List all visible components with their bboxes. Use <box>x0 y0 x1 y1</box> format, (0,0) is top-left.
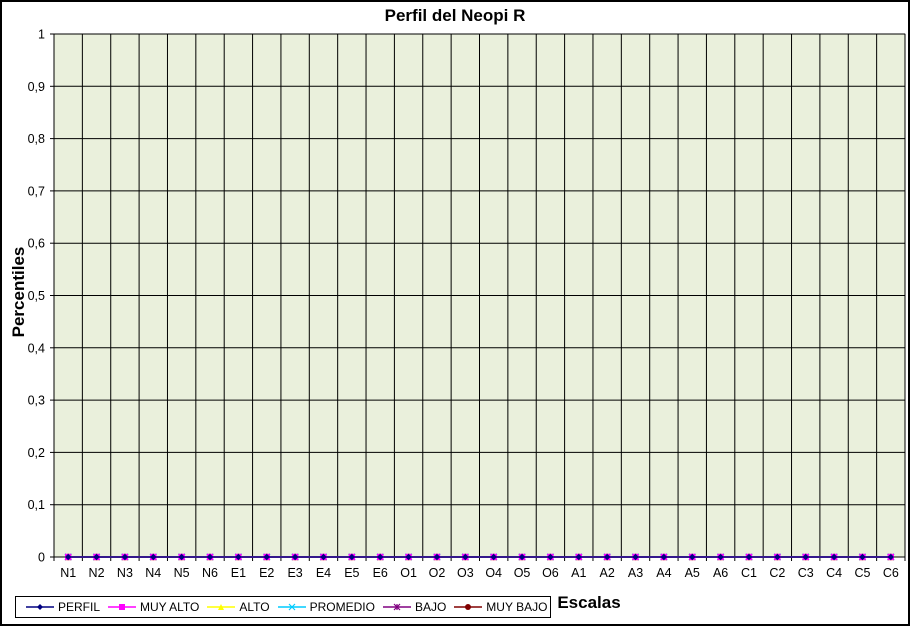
x-tick-label: C4 <box>826 566 842 580</box>
legend-item: PERFIL <box>26 600 100 614</box>
x-tick-label: A3 <box>628 566 643 580</box>
data-point <box>405 553 412 561</box>
data-point <box>887 553 895 561</box>
y-tick-label: 0 <box>38 551 45 565</box>
data-point <box>830 553 838 561</box>
x-tick-label: C2 <box>769 566 785 580</box>
x-tick-label: E3 <box>287 566 302 580</box>
x-tick-label: O1 <box>400 566 417 580</box>
x-tick-label: A1 <box>571 566 586 580</box>
legend-label: PERFIL <box>58 600 101 614</box>
data-point <box>575 553 582 561</box>
y-tick-label: 0,7 <box>28 184 45 198</box>
y-tick-label: 0,5 <box>28 289 45 303</box>
y-tick-label: 0,2 <box>28 446 45 460</box>
x-tick-label: E1 <box>231 566 246 580</box>
data-point <box>320 553 327 561</box>
legend-item: MUY ALTO <box>108 600 199 614</box>
x-tick-label: O6 <box>542 566 559 580</box>
x-tick-label: A4 <box>656 566 671 580</box>
legend-swatch <box>382 603 411 611</box>
x-tick-label: A5 <box>685 566 700 580</box>
legend-label: MUY BAJO <box>486 600 548 614</box>
data-point <box>660 553 668 561</box>
x-tick-label: A6 <box>713 566 728 580</box>
y-axis-label: Percentiles <box>9 246 28 338</box>
x-tick-label: C5 <box>854 566 870 580</box>
x-tick-label: N2 <box>89 566 105 580</box>
data-point <box>348 553 356 561</box>
data-point <box>121 553 129 561</box>
x-tick-label: E4 <box>316 566 331 580</box>
x-tick-label: E2 <box>259 566 274 580</box>
x-tick-label: O5 <box>514 566 531 580</box>
y-tick-label: 1 <box>38 28 45 42</box>
data-point <box>745 553 753 561</box>
data-point <box>433 553 441 561</box>
legend-swatch <box>277 603 306 611</box>
legend-label: MUY ALTO <box>140 600 200 614</box>
legend-item: BAJO <box>382 600 447 614</box>
x-tick-label: A2 <box>600 566 615 580</box>
x-tick-label: C3 <box>798 566 814 580</box>
chart-title: Perfil del Neopi R <box>384 6 526 25</box>
x-tick-label: O2 <box>429 566 446 580</box>
x-tick-label: E6 <box>373 566 388 580</box>
x-tick-label: N1 <box>60 566 76 580</box>
legend-item: MUY BAJO <box>454 600 547 614</box>
chart-legend: PERFIL MUY ALTO ALTO PROMEDIO BAJO MUY BAJO <box>15 596 551 618</box>
x-axis-label: Escalas <box>557 593 621 612</box>
data-point <box>632 553 639 561</box>
data-point <box>689 553 696 561</box>
y-tick-label: 0,1 <box>28 498 45 512</box>
x-tick-label: C1 <box>741 566 757 580</box>
legend-item: PROMEDIO <box>277 600 375 614</box>
data-point <box>462 553 469 561</box>
legend-swatch <box>207 604 236 610</box>
y-tick-label: 0,6 <box>28 237 45 251</box>
data-point <box>206 553 214 561</box>
data-point <box>547 553 554 561</box>
legend-swatch <box>454 604 483 610</box>
x-tick-label: N3 <box>117 566 133 580</box>
data-point <box>150 553 157 561</box>
x-tick-label: N6 <box>202 566 218 580</box>
data-point <box>859 553 866 561</box>
data-point <box>178 553 185 561</box>
data-point <box>93 553 100 561</box>
legend-label: PROMEDIO <box>309 600 375 614</box>
legend-swatch <box>108 604 137 610</box>
legend-label: BAJO <box>414 600 447 614</box>
data-point <box>518 553 526 561</box>
x-tick-label: E5 <box>344 566 359 580</box>
legend-item: ALTO <box>207 600 270 614</box>
data-point <box>291 553 299 561</box>
x-tick-label: N5 <box>174 566 190 580</box>
data-point <box>263 553 270 561</box>
y-tick-label: 0,3 <box>28 394 45 408</box>
data-point <box>235 553 242 561</box>
data-point <box>802 553 809 561</box>
legend-swatch <box>26 604 54 610</box>
data-point <box>603 553 611 561</box>
data-point <box>490 553 497 561</box>
x-tick-label: O4 <box>485 566 502 580</box>
data-point <box>717 553 724 561</box>
data-point <box>64 553 72 561</box>
legend-label: ALTO <box>239 600 270 614</box>
data-point <box>377 553 384 561</box>
x-tick-label: N4 <box>145 566 161 580</box>
y-tick-label: 0,9 <box>28 80 45 94</box>
x-tick-label: C6 <box>883 566 899 580</box>
y-tick-label: 0,4 <box>28 341 45 355</box>
data-point <box>774 553 781 561</box>
y-tick-label: 0,8 <box>28 132 45 146</box>
x-tick-label: O3 <box>457 566 474 580</box>
